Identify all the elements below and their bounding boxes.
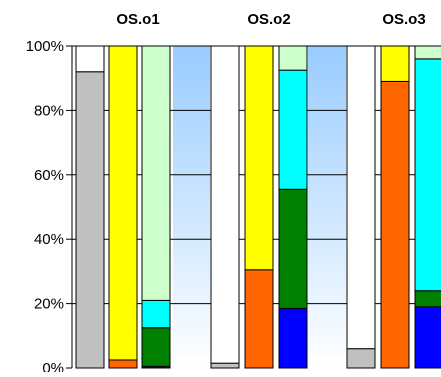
bar-segment-light-green: [278, 45, 308, 71]
bar-segment-white: [346, 45, 376, 350]
bar-segment-cyan: [278, 69, 308, 190]
bar-segment-white: [210, 45, 240, 364]
bar-segment-green: [141, 327, 171, 367]
y-tick-label: 100%: [26, 38, 64, 55]
shaded-band: [173, 46, 210, 368]
bar-segment-cyan: [141, 299, 171, 329]
bar-segment-yellow: [244, 45, 274, 271]
y-tick-label: 40%: [34, 231, 64, 248]
bars: [75, 45, 441, 369]
bar-segment-light-green: [141, 45, 171, 301]
shaded-band: [308, 46, 346, 368]
bar-segment-orange: [380, 80, 410, 369]
y-tick-label: 0%: [42, 360, 64, 372]
bar-segment-gray: [346, 348, 376, 369]
y-tick-label: 20%: [34, 296, 64, 313]
labels: 0% 20% 40% 60% 80% 100% OS.o1 OS.o2 OS.o3: [26, 11, 426, 377]
plot-background: [173, 46, 346, 368]
group-title: OS.o3: [382, 11, 425, 28]
bar-segment-cyan: [414, 58, 441, 292]
bar-segment-gray: [75, 71, 105, 369]
y-axis: [66, 45, 73, 369]
bar-segment-light-green: [414, 45, 441, 60]
bar-segment-blue: [278, 307, 308, 369]
bar-segment-green: [414, 290, 441, 308]
bar-segment-yellow: [380, 45, 410, 82]
bar-segment-blue: [414, 306, 441, 369]
group-title: OS.o2: [247, 11, 290, 28]
group-title: OS.o1: [116, 11, 159, 28]
y-tick-label: 60%: [34, 167, 64, 184]
bar-segment-yellow: [108, 45, 138, 361]
bar-segment-orange: [108, 359, 138, 369]
bar-segment-green: [278, 188, 308, 309]
bar-segment-white: [75, 45, 105, 73]
y-tick-label: 80%: [34, 102, 64, 119]
bar-segment-gray: [210, 362, 240, 369]
bar-segment-orange: [244, 269, 274, 369]
